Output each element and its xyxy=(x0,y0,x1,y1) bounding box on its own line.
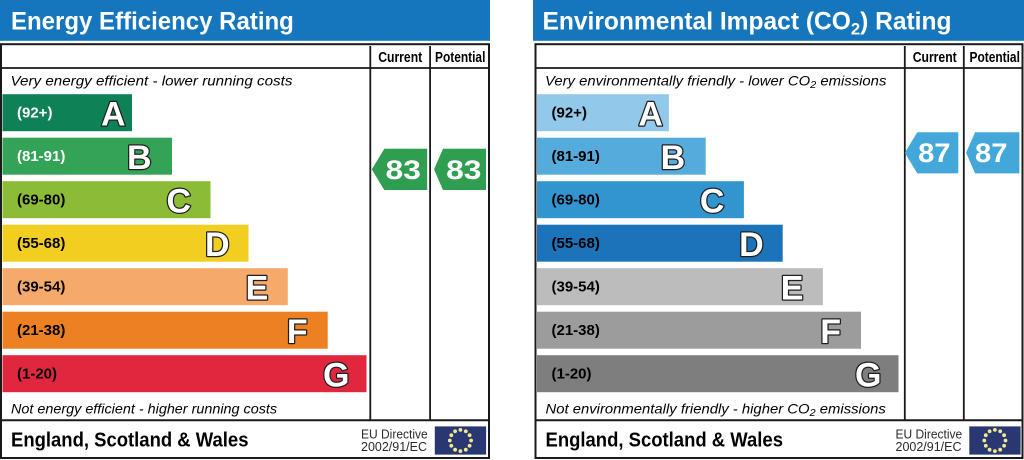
svg-text:(39-54): (39-54) xyxy=(17,279,65,296)
svg-text:Environmental Impact (CO2​) Ra: Environmental Impact (CO2​) Rating xyxy=(543,8,952,38)
svg-text:D: D xyxy=(205,226,230,264)
svg-text:Current: Current xyxy=(913,49,957,65)
svg-text:(69-80): (69-80) xyxy=(17,192,65,209)
svg-text:B: B xyxy=(661,139,686,177)
svg-text:Potential: Potential xyxy=(970,49,1020,66)
svg-text:(81-91): (81-91) xyxy=(552,148,600,165)
svg-text:2002/91/EC: 2002/91/EC xyxy=(361,440,427,454)
svg-text:EU Directive: EU Directive xyxy=(896,427,963,441)
svg-text:(92+): (92+) xyxy=(552,105,587,122)
svg-text:F: F xyxy=(820,313,841,351)
svg-text:87: 87 xyxy=(975,138,1007,167)
svg-text:(69-80): (69-80) xyxy=(552,192,600,209)
svg-text:(55-68): (55-68) xyxy=(552,235,600,252)
svg-text:Energy Efficiency Rating: Energy Efficiency Rating xyxy=(11,8,294,36)
svg-text:EU Directive: EU Directive xyxy=(361,427,428,441)
svg-text:83: 83 xyxy=(446,156,481,185)
svg-text:(39-54): (39-54) xyxy=(552,279,600,296)
svg-text:Very environmentally friendly: Very environmentally friendly - lower CO… xyxy=(545,74,886,91)
svg-text:Very energy efficient - lower: Very energy efficient - lower running co… xyxy=(11,74,293,89)
svg-text:(55-68): (55-68) xyxy=(17,235,65,252)
svg-text:Not environmentally friendly -: Not environmentally friendly - higher CO… xyxy=(546,402,886,419)
svg-text:E: E xyxy=(246,269,269,307)
svg-text:83: 83 xyxy=(386,156,421,185)
svg-text:(92+): (92+) xyxy=(17,105,52,122)
svg-text:(1-20): (1-20) xyxy=(552,366,592,383)
svg-text:England, Scotland & Wales: England, Scotland & Wales xyxy=(546,430,783,452)
svg-text:C: C xyxy=(166,182,191,220)
svg-text:(21-38): (21-38) xyxy=(552,322,600,339)
svg-text:(21-38): (21-38) xyxy=(17,322,65,339)
svg-text:F: F xyxy=(287,313,308,351)
svg-text:England, Scotland & Wales: England, Scotland & Wales xyxy=(11,430,248,452)
svg-text:Potential: Potential xyxy=(435,49,485,66)
svg-text:2002/91/EC: 2002/91/EC xyxy=(896,440,962,454)
svg-text:G: G xyxy=(323,356,349,394)
svg-text:Current: Current xyxy=(378,49,422,65)
svg-text:B: B xyxy=(127,139,152,177)
svg-text:Not energy efficient - higher: Not energy efficient - higher running co… xyxy=(11,401,277,416)
svg-text:(81-91): (81-91) xyxy=(17,148,65,165)
svg-text:87: 87 xyxy=(918,138,950,167)
svg-text:(1-20): (1-20) xyxy=(17,366,57,383)
svg-text:D: D xyxy=(739,226,764,264)
svg-text:A: A xyxy=(638,95,663,133)
svg-text:A: A xyxy=(101,95,126,133)
svg-text:E: E xyxy=(781,269,804,307)
svg-text:C: C xyxy=(700,182,725,220)
svg-text:G: G xyxy=(855,356,881,394)
